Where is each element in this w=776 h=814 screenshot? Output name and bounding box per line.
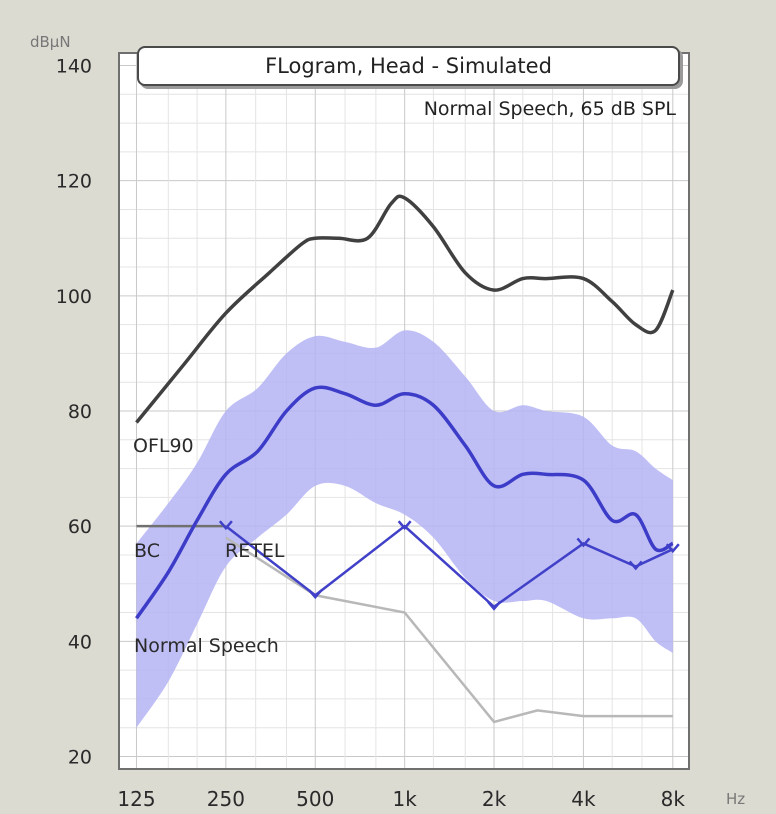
retel-marker bbox=[487, 600, 501, 611]
retel-marker bbox=[628, 560, 643, 571]
x-tick-label: 2k bbox=[482, 787, 507, 811]
retel-line bbox=[225, 524, 674, 609]
y-tick-label: 100 bbox=[56, 286, 92, 308]
chart-title: FLogram, Head - Simulated bbox=[265, 54, 552, 78]
chart-title-box: FLogram, Head - Simulated bbox=[137, 46, 680, 86]
label-layer: OFL90 BC RETEL Normal Speech bbox=[133, 435, 285, 657]
retel-marker bbox=[218, 520, 233, 531]
x-tick-label: 1k bbox=[392, 787, 417, 811]
retel-marker bbox=[397, 520, 412, 531]
normal-speech-label: Normal Speech bbox=[134, 635, 279, 657]
x-tick-label: 4k bbox=[571, 787, 596, 811]
chart-subtitle: Normal Speech, 65 dB SPL bbox=[423, 98, 676, 120]
retel-marker bbox=[308, 589, 323, 600]
line-layer bbox=[135, 194, 675, 724]
retel-label: RETEL bbox=[225, 540, 285, 562]
x-axis-unit: Hz bbox=[726, 790, 745, 808]
bc-label: BC bbox=[134, 540, 160, 562]
x-tick-label: 500 bbox=[296, 787, 334, 811]
y-tick-label: 80 bbox=[68, 401, 92, 423]
band-layer bbox=[136, 330, 673, 728]
y-axis-unit: dBµN bbox=[30, 33, 71, 51]
x-tick-label: 250 bbox=[207, 787, 245, 811]
ofl90-label: OFL90 bbox=[133, 435, 194, 457]
x-tick-label: 125 bbox=[117, 787, 155, 811]
x-tick-label: 8k bbox=[661, 787, 686, 811]
marker-layer bbox=[218, 520, 680, 611]
speech-mean-line bbox=[135, 385, 674, 620]
retel-marker bbox=[576, 537, 591, 548]
speech-range-band bbox=[136, 330, 673, 728]
y-tick-label: 120 bbox=[56, 171, 92, 193]
y-tick-label: 140 bbox=[56, 56, 92, 78]
ofl90-line bbox=[135, 194, 675, 424]
y-tick-label: 60 bbox=[68, 516, 92, 538]
y-tick-label: 20 bbox=[68, 746, 92, 768]
retel-marker bbox=[665, 543, 680, 554]
tick-layer: 20 40 60 80 100 120 140 125 250 500 1k 2k 4k 8k dBµN Hz bbox=[30, 33, 745, 811]
y-tick-label: 40 bbox=[68, 631, 92, 653]
